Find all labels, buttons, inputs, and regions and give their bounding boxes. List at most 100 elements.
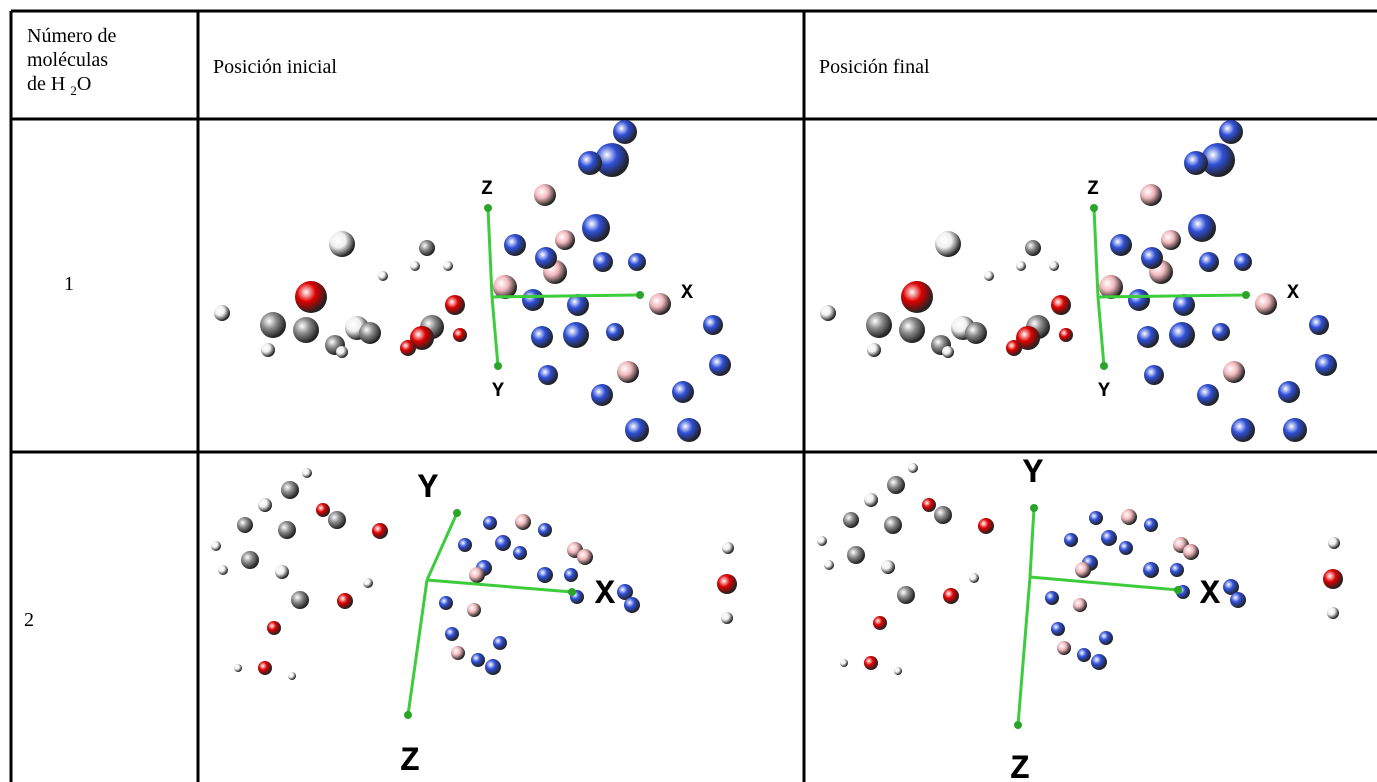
atom (237, 517, 253, 533)
atom (864, 656, 878, 670)
atom (471, 653, 485, 667)
atom (439, 596, 453, 610)
atom (451, 646, 465, 660)
atom (1199, 252, 1219, 272)
atom (329, 231, 355, 257)
atom (336, 346, 348, 358)
axis-tip (1100, 362, 1108, 370)
atom (1059, 328, 1073, 342)
atom (293, 317, 319, 343)
atom (278, 521, 296, 539)
atom (1128, 289, 1150, 311)
atom (538, 523, 552, 537)
axis-line (1030, 577, 1178, 590)
atom (709, 354, 731, 376)
atom (1064, 533, 1078, 547)
axis-line (1018, 577, 1030, 725)
atom (410, 261, 420, 271)
atom (1077, 648, 1091, 662)
header-cell: Número demoléculasde H 2O (27, 25, 117, 98)
atom (984, 271, 994, 281)
axis-label: Y (492, 380, 504, 403)
axis-line (1094, 208, 1098, 297)
axis-tip (1242, 291, 1250, 299)
atom (258, 498, 272, 512)
atom (275, 565, 289, 579)
axis-label: Y (1023, 455, 1044, 493)
atom (531, 326, 553, 348)
axis-tip (453, 509, 461, 517)
atom (211, 541, 221, 551)
atom (1140, 184, 1162, 206)
atom (901, 281, 933, 313)
atom (867, 343, 881, 357)
atom (1197, 384, 1219, 406)
axis-line (1030, 508, 1034, 577)
atom (1212, 323, 1230, 341)
atom (1144, 365, 1164, 385)
atom (328, 511, 346, 529)
atom (1091, 654, 1107, 670)
axis-label: X (1200, 576, 1221, 614)
atom (443, 261, 453, 271)
atom (260, 312, 286, 338)
atom (291, 591, 309, 609)
atom (453, 328, 467, 342)
atom (824, 560, 834, 570)
atom (214, 305, 230, 321)
atom (721, 612, 733, 624)
atom (467, 603, 481, 617)
atom (281, 481, 299, 499)
atom (295, 281, 327, 313)
axis-line (1098, 295, 1246, 297)
axis-tip (484, 204, 492, 212)
atom (672, 381, 694, 403)
atom (1328, 537, 1340, 549)
atom (1025, 240, 1041, 256)
axis-label: Y (1098, 380, 1110, 403)
axis-line (492, 297, 498, 366)
atom (267, 621, 281, 635)
atom (1101, 530, 1117, 546)
atom (493, 636, 507, 650)
atom (1327, 607, 1339, 619)
atom (485, 659, 501, 675)
atom (1184, 151, 1208, 175)
atom (1278, 381, 1300, 403)
atom (445, 295, 465, 315)
atom (534, 184, 556, 206)
atom (935, 231, 961, 257)
atom (873, 616, 887, 630)
table-grid (11, 11, 1377, 782)
axis-label: Z (1087, 178, 1099, 201)
atom (887, 476, 905, 494)
atom (1183, 544, 1199, 560)
header-text: O (77, 73, 91, 95)
atom (577, 549, 593, 565)
atom (1049, 261, 1059, 271)
atom (1143, 562, 1159, 578)
atom (234, 664, 242, 672)
atom (537, 567, 553, 583)
atom (1099, 631, 1113, 645)
axis-label: Z (1010, 751, 1030, 782)
axis-line (427, 513, 457, 580)
atom (515, 514, 531, 530)
atom (1219, 120, 1243, 144)
atom (1057, 641, 1071, 655)
atom (1234, 253, 1252, 271)
atom (624, 597, 640, 613)
atom (1283, 418, 1307, 442)
atom (1161, 230, 1181, 250)
axis-tip (636, 291, 644, 299)
atom (817, 536, 827, 546)
axis-tip (1174, 586, 1182, 594)
row-label: 2 (24, 609, 34, 631)
axis-label: X (681, 282, 693, 305)
atom (894, 667, 902, 675)
atom (555, 230, 575, 250)
axis-line (492, 295, 640, 297)
axis-line (427, 580, 572, 592)
atom (1230, 592, 1246, 608)
atom (922, 498, 936, 512)
